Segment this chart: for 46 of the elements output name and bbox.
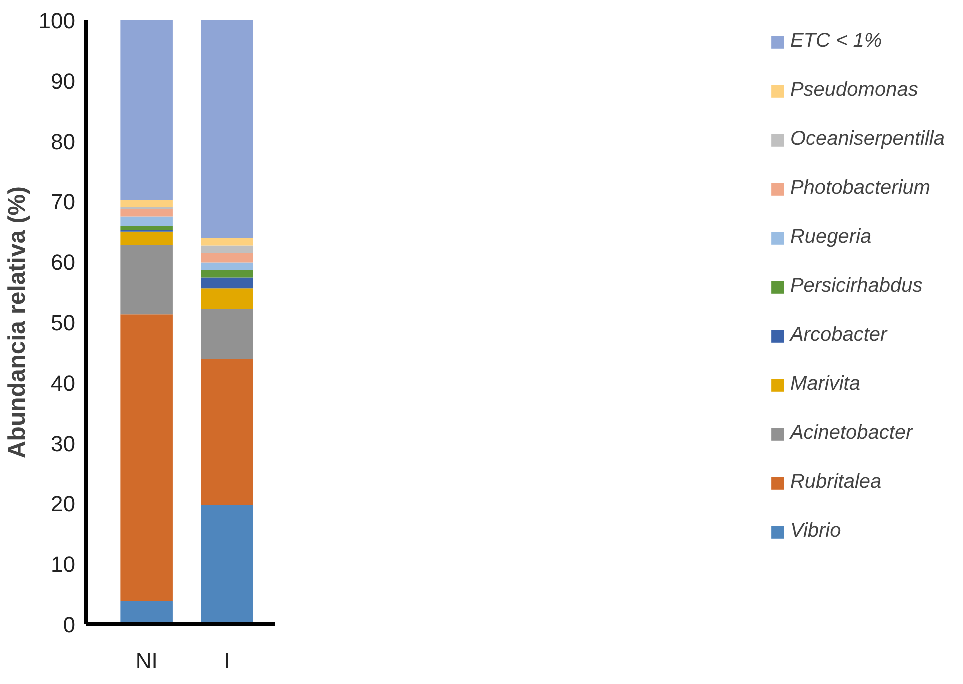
bar xyxy=(201,288,254,310)
legend-label: Persicirhabdus xyxy=(790,275,923,298)
bar xyxy=(201,278,254,289)
bar xyxy=(120,20,173,200)
legend-label: Rubritalea xyxy=(790,471,882,494)
y-tick-label: 40 xyxy=(51,370,76,396)
bar xyxy=(201,270,254,278)
legend-label: ETC < 1% xyxy=(790,30,882,53)
legend-label: Vibrio xyxy=(790,520,842,543)
y-axis-title: Abundancia relativa (%) xyxy=(4,186,31,459)
y-tick-label: 50 xyxy=(51,310,76,336)
bar xyxy=(201,506,254,624)
x-tick-label: NI xyxy=(136,648,158,674)
legend-label: Ruegeria xyxy=(790,226,872,249)
bar xyxy=(201,238,254,246)
legend-label: Arcobacter xyxy=(790,324,888,347)
y-tick-label: 100 xyxy=(38,8,76,34)
legend-label: Marivita xyxy=(790,373,860,396)
bar xyxy=(120,245,173,315)
bar xyxy=(201,20,254,239)
y-tick-label: 70 xyxy=(51,190,76,215)
bar xyxy=(201,359,254,506)
bar xyxy=(120,216,173,226)
bar xyxy=(120,232,173,246)
y-tick-label: 60 xyxy=(51,250,76,276)
x-tick-label: I xyxy=(224,648,230,674)
bar xyxy=(120,207,173,210)
bar xyxy=(120,200,173,208)
legend-label: Acinetobacter xyxy=(790,422,913,445)
legend-label: Oceaniserpentilla xyxy=(790,128,945,151)
bar xyxy=(201,253,254,263)
y-tick-label: 80 xyxy=(51,129,76,154)
bar xyxy=(201,309,254,360)
y-tick-label: 10 xyxy=(51,552,76,578)
y-tick-label: 0 xyxy=(63,612,76,638)
y-tick-label: 90 xyxy=(51,68,76,94)
bar xyxy=(201,262,254,271)
y-tick-label: 30 xyxy=(51,431,76,456)
y-tick-label: 20 xyxy=(51,492,76,517)
legend-label: Pseudomonas xyxy=(790,79,918,102)
bar xyxy=(120,602,173,624)
bar xyxy=(201,246,254,254)
bar xyxy=(120,226,173,230)
legend-label: Photobacterium xyxy=(790,177,931,200)
bar xyxy=(120,314,173,602)
bar xyxy=(120,210,173,217)
